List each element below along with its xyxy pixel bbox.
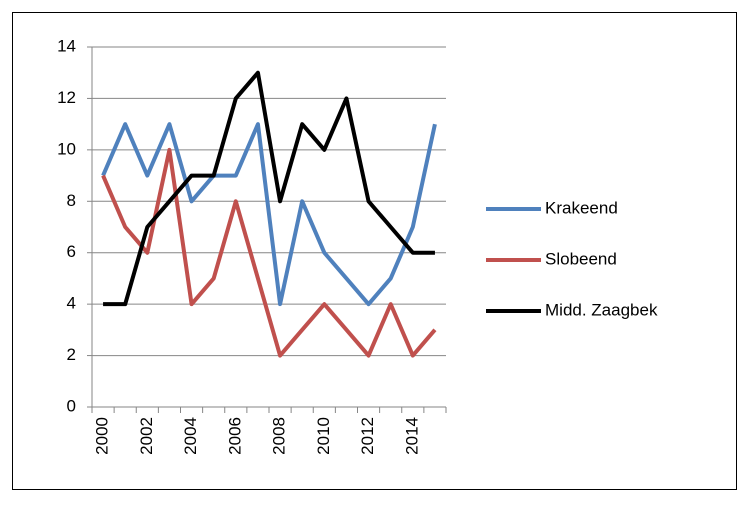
- series-line: [101, 122, 437, 307]
- y-tick-label: 12: [57, 88, 76, 107]
- y-tick-label: 4: [67, 294, 76, 313]
- x-tick-label: 2006: [225, 417, 244, 455]
- y-tick-label: 0: [67, 396, 76, 415]
- x-tick-label: 2014: [402, 417, 421, 455]
- x-tick-label: 2012: [358, 417, 377, 455]
- y-tick-label: 14: [57, 36, 76, 55]
- series-line: [101, 147, 437, 358]
- y-tick-label: 6: [67, 242, 76, 261]
- x-tick-label: 2002: [137, 417, 156, 455]
- legend-label: Krakeend: [545, 198, 618, 217]
- legend-label: Midd. Zaagbek: [545, 300, 658, 319]
- x-tick-label: 2000: [93, 417, 112, 455]
- chart-border: [12, 12, 737, 490]
- legend-label: Slobeend: [545, 249, 617, 268]
- y-tick-label: 8: [67, 191, 76, 210]
- x-tick-label: 2010: [314, 417, 333, 455]
- series-line: [103, 70, 435, 307]
- x-tick-label: 2008: [270, 417, 289, 455]
- y-tick-label: 2: [67, 345, 76, 364]
- y-tick-label: 10: [57, 139, 76, 158]
- x-tick-label: 2004: [181, 417, 200, 455]
